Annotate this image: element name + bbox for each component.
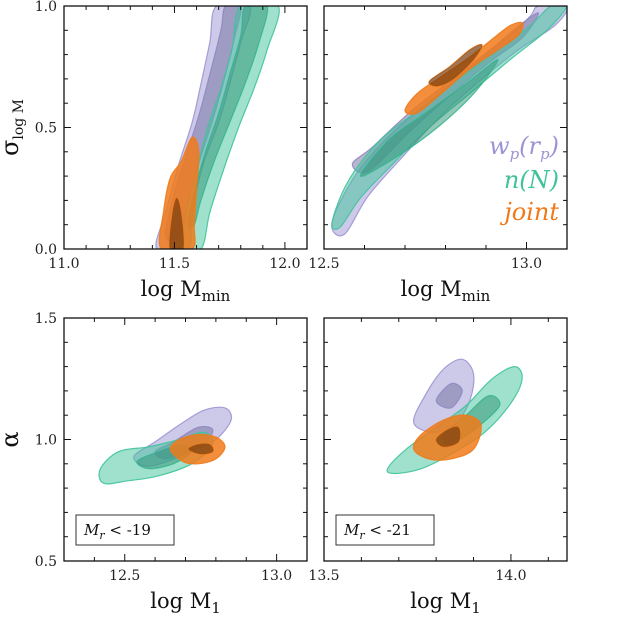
contours-p1 bbox=[155, 6, 280, 249]
x-axis-label: log M1 bbox=[150, 589, 221, 617]
x-tick-label: 11.5 bbox=[159, 256, 190, 272]
contour-nN-outer bbox=[331, 6, 567, 231]
annotation-text: Mr < -19 bbox=[83, 521, 151, 542]
contour-wp-inner-shade bbox=[436, 383, 463, 409]
x-tick-label: 14.0 bbox=[495, 568, 526, 584]
contour-joint-inner-shade bbox=[169, 197, 184, 249]
y-tick-label: 0.5 bbox=[35, 554, 57, 570]
x-tick-label: 13.5 bbox=[308, 568, 339, 584]
y-tick-label: 0.0 bbox=[35, 242, 57, 258]
x-tick-label: 12.5 bbox=[308, 256, 339, 272]
contour-nN-inner bbox=[187, 6, 269, 229]
legend-entry-nN: n(N) bbox=[504, 166, 559, 194]
contour-joint-inner-shade bbox=[428, 44, 483, 87]
x-tick-label: 12.0 bbox=[269, 256, 300, 272]
y-tick-label: 1.5 bbox=[35, 311, 57, 327]
contours-p2 bbox=[331, 6, 567, 237]
y-axis-label: σlog M bbox=[0, 99, 27, 156]
contour-joint-outer bbox=[158, 136, 200, 249]
contour-joint-inner-shade bbox=[436, 426, 461, 447]
x-tick-label: 13.0 bbox=[511, 256, 542, 272]
x-axis-label: log M1 bbox=[410, 589, 481, 617]
contour-joint-inner-shade bbox=[188, 443, 214, 455]
panel-p4: 13.5 14.0 log M1 Mr < -21 bbox=[308, 317, 568, 617]
x-tick-label: 11.0 bbox=[48, 256, 79, 272]
annotation-text: Mr < -21 bbox=[343, 521, 411, 542]
contour-nN-outer bbox=[177, 6, 280, 249]
panel-p2: 12.5 13.0 log Mmin bbox=[308, 5, 568, 305]
contour-joint-inner bbox=[168, 197, 185, 249]
contour-joint-inner bbox=[435, 426, 461, 448]
contours-p4 bbox=[386, 358, 523, 475]
y-axis-label: α bbox=[0, 431, 24, 447]
annotation-box bbox=[335, 514, 435, 546]
contour-nN-inner bbox=[359, 58, 499, 177]
contour-nN-inner-shade bbox=[360, 59, 499, 177]
annotation-box bbox=[75, 514, 175, 546]
panel-p1: 11.0 11.5 12.0 0.0 0.5 1.0 log Mmin σlog M bbox=[0, 0, 308, 305]
contour-joint-inner bbox=[428, 43, 483, 87]
x-axis-label: log Mmin bbox=[401, 277, 491, 305]
y-tick-label: 1.0 bbox=[35, 433, 57, 449]
contours-p3 bbox=[98, 406, 233, 485]
panel-p3: 12.5 13.0 0.5 1.0 1.5 log M1 α Mr < -19 bbox=[0, 311, 308, 617]
legend-entry-wp: wp(rp) bbox=[489, 132, 559, 163]
legend-entry-joint: joint bbox=[499, 198, 559, 226]
y-tick-label: 0.5 bbox=[35, 121, 57, 137]
contour-wp-inner bbox=[435, 382, 463, 409]
x-tick-label: 13.0 bbox=[261, 568, 292, 584]
x-tick-label: 12.5 bbox=[109, 568, 140, 584]
x-axis-label: log Mmin bbox=[141, 277, 231, 305]
contour-nN-inner-shade bbox=[187, 6, 268, 229]
contour-joint-inner bbox=[187, 443, 214, 455]
y-tick-label: 1.0 bbox=[35, 0, 57, 15]
